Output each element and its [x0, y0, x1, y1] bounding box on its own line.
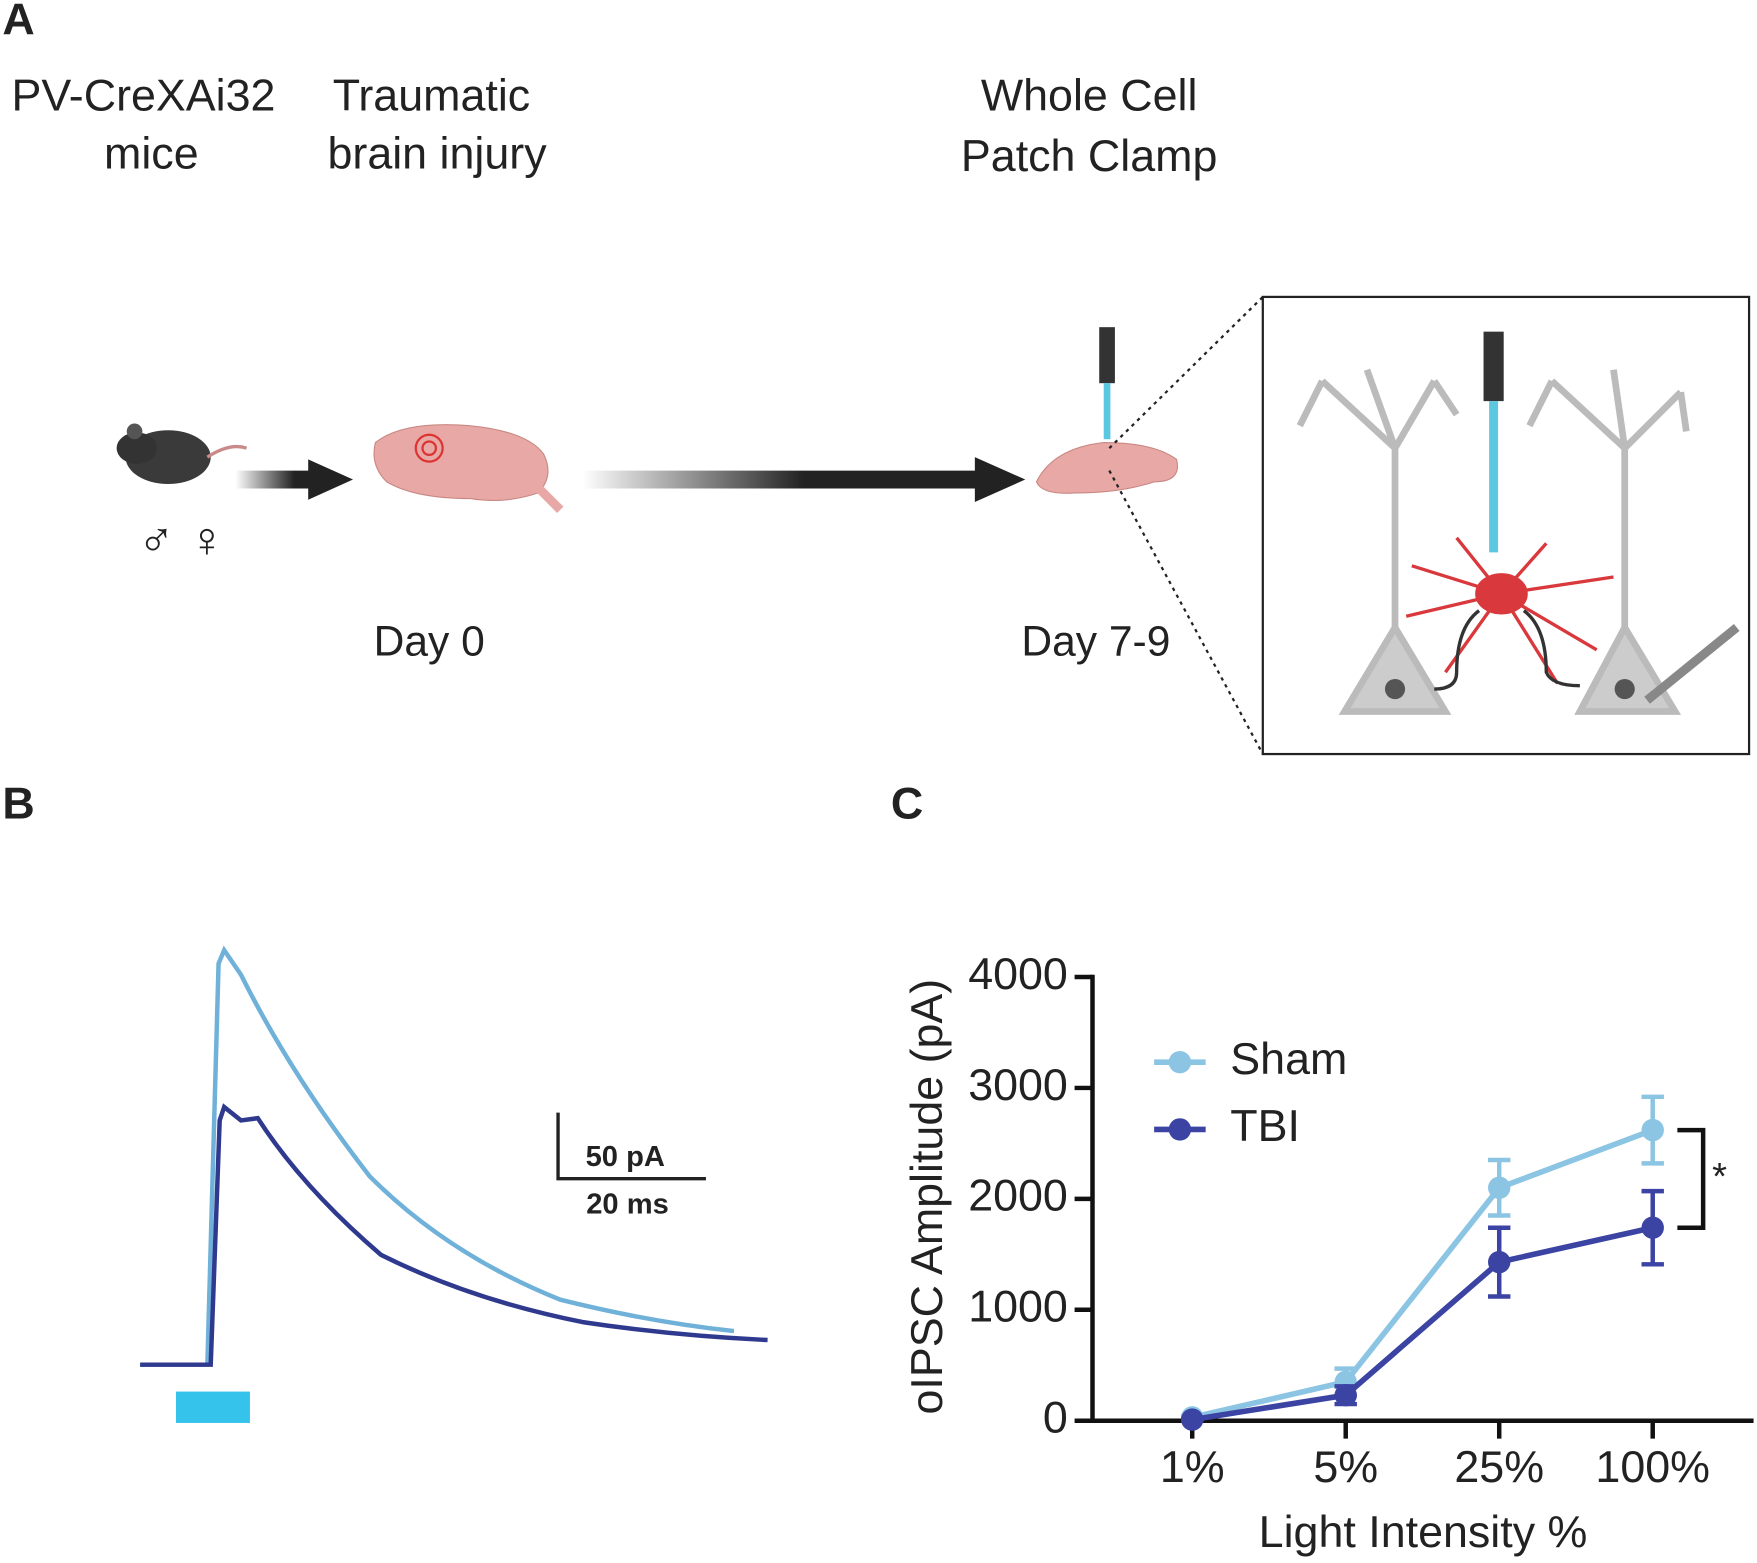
tbi-trace [140, 1103, 768, 1367]
neurons [1296, 368, 1690, 715]
mouse [116, 423, 248, 485]
legend-marker [1168, 1118, 1192, 1141]
scale-label: 20 ms [586, 1188, 669, 1220]
point [1181, 1408, 1204, 1431]
label: Whole Cell [981, 70, 1198, 120]
legend-label: TBI [1230, 1101, 1300, 1151]
panel-label: A [2, 0, 34, 44]
slice [1035, 327, 1178, 494]
point [1488, 1250, 1511, 1274]
y-axis-label: oIPSC Amplitude (pA) [902, 979, 952, 1415]
arrow [235, 459, 354, 500]
zoom-line [1108, 470, 1264, 755]
panel-label: B [2, 779, 34, 829]
day-label: Day 0 [374, 617, 485, 665]
annotation: * [1712, 1156, 1727, 1198]
legend-marker [1168, 1050, 1192, 1074]
label: mice [104, 129, 199, 179]
point [1334, 1383, 1357, 1407]
brain [373, 424, 564, 513]
zoom-line [1108, 296, 1264, 449]
point [1488, 1176, 1511, 1199]
x-tick-label: 5% [1313, 1442, 1378, 1492]
point [1641, 1118, 1664, 1142]
scale-bar [556, 1112, 706, 1181]
y-tick-label: 2000 [968, 1171, 1068, 1221]
interneuron [1405, 536, 1614, 691]
x-axis-label: Light Intensity % [1259, 1507, 1588, 1557]
label: Patch Clamp [961, 131, 1217, 181]
light-pulse [175, 1391, 250, 1423]
series-line [1191, 1127, 1654, 1421]
pipette [1644, 623, 1740, 704]
series-line [1191, 1224, 1654, 1423]
panel-label: C [891, 779, 923, 829]
scale-label: 50 pA [586, 1141, 665, 1173]
x-tick-label: 1% [1160, 1442, 1225, 1492]
sex-symbols: ♂ ♀ [138, 512, 226, 567]
fiber [1483, 331, 1504, 402]
inset [1261, 295, 1751, 756]
y-tick-label: 4000 [968, 949, 1068, 999]
x-tick-label: 100% [1595, 1442, 1710, 1492]
y-tick-label: 0 [1043, 1393, 1068, 1443]
y-tick-label: 1000 [968, 1282, 1068, 1332]
day-label: Day 7-9 [1021, 617, 1170, 665]
y-tick-label: 3000 [968, 1060, 1068, 1110]
significance-bracket [1677, 1127, 1706, 1230]
sham-trace [140, 945, 735, 1367]
label: PV-CreXAi32 [12, 70, 276, 120]
label: brain injury [327, 129, 547, 179]
light [1489, 401, 1499, 553]
label: Traumatic [333, 70, 530, 120]
point [1641, 1216, 1664, 1239]
x-tick-label: 25% [1454, 1442, 1544, 1492]
legend-label: Sham [1230, 1034, 1347, 1084]
arrow [582, 457, 1026, 502]
